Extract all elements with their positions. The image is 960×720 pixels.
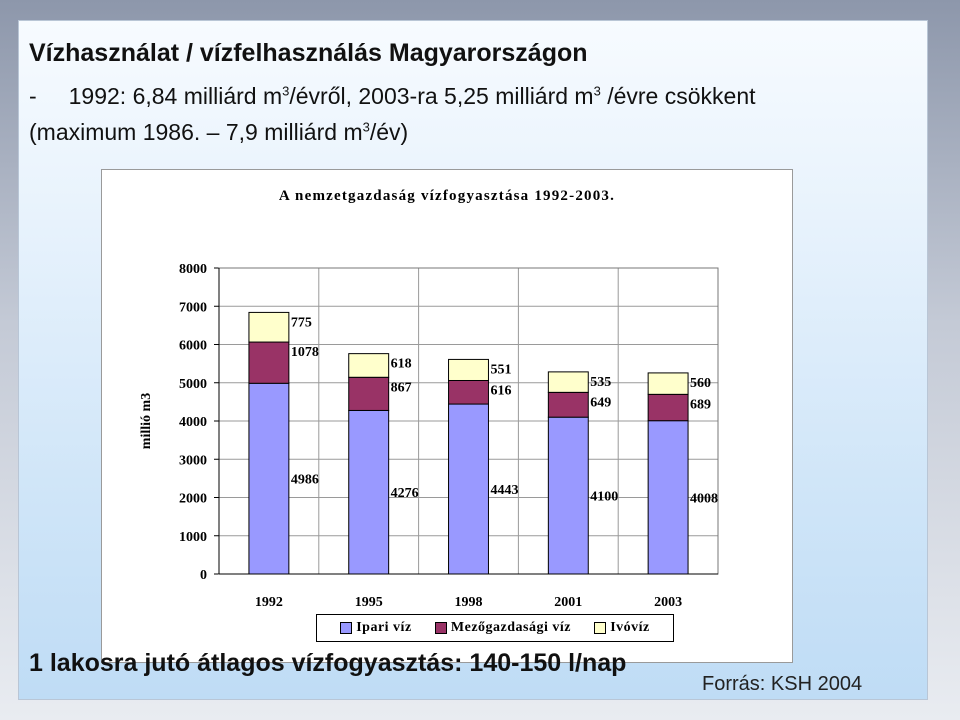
y-tick-label: 6000 <box>179 339 207 354</box>
data-label: 4443 <box>490 483 518 498</box>
data-label: 535 <box>590 375 611 390</box>
legend-label-mezogazdasagi: Mezőgazdasági víz <box>450 620 571 635</box>
x-tick-label: 2001 <box>554 595 582 610</box>
legend-item-mezogazdasagi: Mezőgazdasági víz <box>434 620 571 636</box>
text-line-2: (maximum 1986. – 7,9 milliárd m3/év) <box>29 119 408 146</box>
bar-segment-mezogazdasagi <box>448 379 489 405</box>
bar-segment-ivoviz <box>348 353 390 378</box>
bar-segment-ivoviz <box>448 358 489 381</box>
y-tick-label: 2000 <box>179 492 207 507</box>
y-tick-label: 8000 <box>179 262 207 277</box>
legend-item-ivoviz: Ivóvíz <box>594 620 650 636</box>
x-tick-label: 1995 <box>355 595 383 610</box>
data-label: 551 <box>490 362 511 377</box>
bar-segment-ipari <box>547 416 589 575</box>
text-2b: /év) <box>369 119 409 145</box>
legend-item-ipari: Ipari víz <box>340 620 411 636</box>
data-label: 560 <box>690 376 711 391</box>
bar-segment-ivoviz <box>547 371 589 393</box>
x-tick-label: 1998 <box>455 595 483 610</box>
bar-segment-ipari <box>448 403 489 575</box>
slide: Vízhasználat / vízfelhasználás Magyarors… <box>18 20 928 700</box>
source-credit: Forrás: KSH 2004 <box>702 673 863 695</box>
chart-legend: Ipari víz Mezőgazdasági víz Ivóvíz <box>316 614 674 642</box>
data-label: 689 <box>690 397 711 412</box>
sup-1b: 3 <box>593 83 601 99</box>
data-label: 867 <box>391 380 412 395</box>
sup-1a: 3 <box>282 83 290 99</box>
bar-segment-mezogazdasagi <box>547 391 589 418</box>
text-1b: /évről, 2003-ra 5,25 milliárd m <box>289 83 594 109</box>
bar-segment-ipari <box>248 382 290 575</box>
data-label: 616 <box>490 383 511 398</box>
y-axis-label: millió m3 <box>139 393 154 449</box>
y-tick-label: 1000 <box>179 530 207 545</box>
data-label: 1078 <box>291 345 319 360</box>
legend-swatch-ipari <box>340 622 353 634</box>
y-tick-label: 0 <box>200 568 207 583</box>
text-1a: 1992: 6,84 milliárd m <box>68 83 283 109</box>
y-tick-label: 3000 <box>179 453 207 468</box>
text-2a: (maximum 1986. – 7,9 milliárd m <box>29 119 363 145</box>
legend-swatch-mezogazdasagi <box>434 622 447 634</box>
bar-segment-ivoviz <box>248 311 290 343</box>
bottom-note: 1 lakosra jutó átlagos vízfogyasztás: 14… <box>29 649 627 677</box>
bar-segment-ipari <box>348 409 390 575</box>
data-label: 618 <box>391 357 412 372</box>
bar-segment-ipari <box>647 420 689 575</box>
slide-title: Vízhasználat / vízfelhasználás Magyarors… <box>29 39 588 67</box>
x-tick-label: 2003 <box>654 595 682 610</box>
bar-segment-mezogazdasagi <box>647 393 689 422</box>
chart-container: A nemzetgazdaság vízfogyasztása 1992-200… <box>101 169 793 663</box>
sup-2a: 3 <box>362 119 370 135</box>
data-label: 4276 <box>391 486 419 501</box>
bar-segment-ivoviz <box>647 372 689 395</box>
bullet-dash: - <box>29 83 37 109</box>
data-label: 649 <box>590 395 611 410</box>
data-label: 4100 <box>590 490 618 505</box>
y-tick-label: 5000 <box>179 377 207 392</box>
legend-label-ivoviz: Ivóvíz <box>610 620 650 635</box>
text-1c: /évre csökkent <box>600 83 756 109</box>
y-tick-label: 4000 <box>179 415 207 430</box>
chart-svg: 0 1000 2000 3000 4000 5000 6000 7000 8000 4986 107… <box>139 262 719 610</box>
text-line-1: - 1992: 6,84 milliárd m3/évről, 2003-ra … <box>29 83 756 110</box>
data-label: 4008 <box>690 491 718 506</box>
legend-swatch-ivoviz <box>594 622 607 634</box>
x-tick-label: 1992 <box>255 595 283 610</box>
bar-segment-mezogazdasagi <box>248 341 290 384</box>
legend-label-ipari: Ipari víz <box>356 620 412 635</box>
data-label: 4986 <box>291 473 319 488</box>
chart-title: A nemzetgazdaság vízfogyasztása 1992-200… <box>278 188 616 204</box>
bar-segment-mezogazdasagi <box>348 376 390 411</box>
y-tick-label: 7000 <box>179 300 207 315</box>
data-label: 775 <box>291 315 312 330</box>
